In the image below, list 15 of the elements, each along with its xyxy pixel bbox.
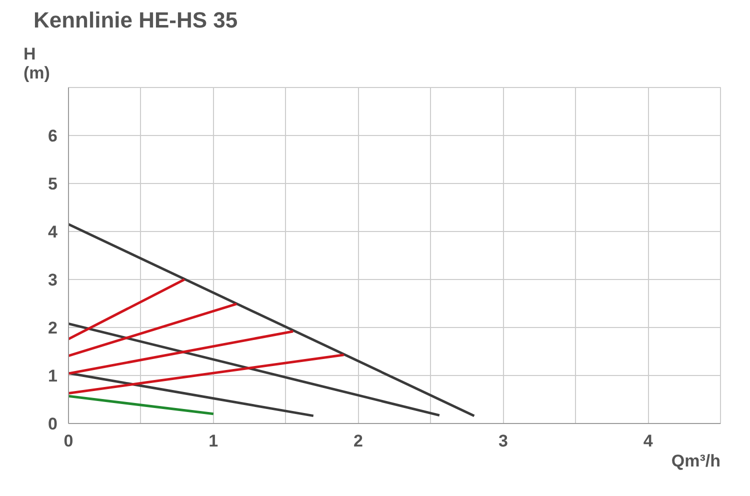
x-tick-label: 0 bbox=[64, 432, 74, 450]
y-tick-label: 6 bbox=[48, 126, 58, 146]
x-axis-title: Qm³/h bbox=[671, 452, 720, 470]
y-tick-label: 2 bbox=[48, 318, 58, 338]
y-tick-label: 0 bbox=[48, 414, 58, 434]
x-tick-label: 2 bbox=[354, 432, 364, 450]
x-tick-label: 3 bbox=[498, 432, 508, 450]
x-tick-label: 4 bbox=[643, 432, 654, 450]
y-tick-label: 4 bbox=[48, 222, 58, 242]
y-tick-label: 3 bbox=[48, 270, 58, 290]
x-tick-label: 1 bbox=[208, 432, 218, 450]
chart-title: Kennlinie HE-HS 35 bbox=[34, 8, 238, 32]
y-axis-title: H (m) bbox=[24, 44, 50, 82]
y-tick-label: 5 bbox=[48, 174, 58, 194]
y-tick-label: 1 bbox=[48, 366, 58, 386]
